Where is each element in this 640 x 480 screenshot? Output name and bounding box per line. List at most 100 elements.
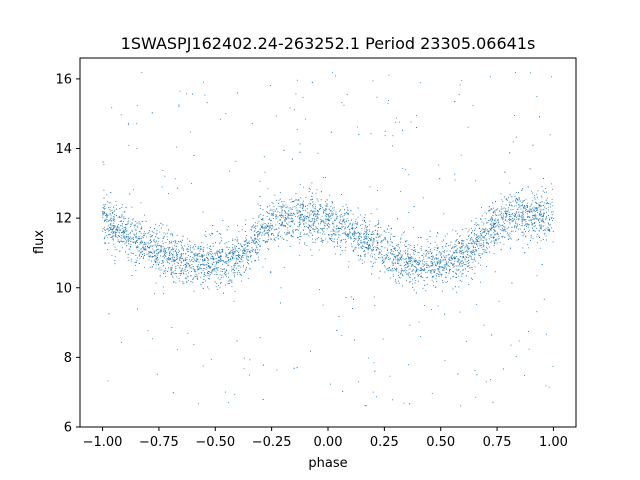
scatter-point	[107, 228, 109, 230]
scatter-point	[385, 238, 387, 240]
scatter-point	[356, 226, 358, 228]
scatter-point	[186, 270, 188, 272]
scatter-point	[184, 263, 186, 265]
scatter-point	[143, 253, 145, 255]
scatter-point	[207, 259, 209, 261]
scatter-point	[508, 197, 509, 199]
scatter-point	[299, 221, 301, 223]
scatter-point	[250, 249, 252, 251]
scatter-point	[331, 211, 333, 213]
scatter-point	[226, 270, 228, 272]
scatter-point	[167, 258, 169, 260]
scatter-point	[235, 246, 237, 248]
scatter-point	[176, 256, 178, 258]
scatter-point	[368, 246, 370, 248]
scatter-point	[226, 229, 228, 231]
scatter-point	[489, 251, 491, 253]
scatter-point	[204, 272, 205, 273]
scatter-point	[480, 229, 482, 231]
scatter-point	[400, 273, 402, 275]
scatter-point	[336, 217, 338, 219]
scatter-point	[377, 256, 379, 258]
scatter-point	[467, 266, 469, 267]
scatter-point	[335, 213, 337, 215]
scatter-point	[162, 262, 164, 264]
scatter-point	[379, 248, 381, 250]
scatter-point	[184, 245, 186, 247]
scatter-point	[384, 271, 386, 273]
scatter-point	[328, 234, 330, 236]
scatter-point	[512, 219, 514, 221]
scatter-point	[530, 222, 532, 224]
scatter-point	[323, 239, 325, 241]
scatter-point	[171, 232, 173, 234]
scatter-point	[253, 239, 255, 241]
scatter-point	[255, 260, 257, 262]
scatter-point	[141, 256, 142, 257]
scatter-point	[463, 256, 464, 258]
scatter-point	[384, 131, 386, 132]
scatter-point	[145, 249, 147, 251]
scatter-point	[408, 272, 410, 274]
scatter-point	[432, 257, 434, 259]
scatter-point	[278, 232, 280, 234]
scatter-point	[295, 229, 297, 231]
scatter-point	[501, 227, 503, 229]
scatter-point	[436, 265, 437, 267]
scatter-point	[244, 249, 246, 251]
scatter-point	[212, 259, 214, 261]
scatter-point	[504, 171, 506, 173]
scatter-point	[501, 236, 503, 238]
scatter-point	[108, 230, 110, 232]
scatter-point	[364, 242, 366, 244]
scatter-point	[210, 254, 212, 256]
scatter-point	[142, 237, 144, 238]
scatter-point	[539, 222, 541, 224]
scatter-point	[222, 248, 224, 250]
scatter-point	[149, 246, 151, 248]
scatter-point	[395, 250, 396, 252]
scatter-point	[337, 227, 339, 229]
scatter-point	[245, 250, 247, 252]
scatter-point	[501, 230, 503, 232]
scatter-point	[505, 212, 507, 214]
scatter-point	[474, 229, 475, 231]
scatter-point	[491, 208, 493, 210]
scatter-point	[222, 220, 224, 221]
scatter-point	[541, 264, 543, 265]
scatter-point	[164, 253, 166, 255]
scatter-point	[136, 242, 138, 244]
scatter-point	[262, 227, 264, 228]
scatter-point	[310, 221, 312, 223]
scatter-point	[456, 273, 458, 275]
scatter-point	[179, 258, 181, 260]
scatter-point	[405, 270, 407, 271]
scatter-point	[326, 203, 328, 205]
scatter-point	[531, 219, 533, 221]
scatter-point	[176, 254, 178, 256]
scatter-point	[324, 215, 326, 217]
scatter-point	[515, 220, 517, 222]
scatter-point	[377, 220, 379, 222]
scatter-point	[507, 208, 509, 210]
scatter-point	[167, 247, 169, 248]
scatter-point	[268, 236, 270, 238]
scatter-point	[432, 264, 433, 266]
scatter-point	[142, 249, 144, 251]
scatter-point	[481, 253, 483, 255]
scatter-point	[536, 236, 538, 238]
scatter-point	[379, 252, 381, 254]
scatter-point	[495, 234, 497, 236]
scatter-point	[111, 107, 113, 109]
scatter-point	[410, 257, 412, 259]
scatter-point	[150, 236, 152, 238]
scatter-point	[359, 244, 361, 246]
scatter-point	[208, 265, 210, 267]
scatter-point	[474, 223, 476, 225]
scatter-point	[192, 247, 194, 249]
scatter-point	[494, 212, 496, 214]
scatter-point	[441, 241, 443, 243]
scatter-point	[375, 396, 377, 398]
scatter-point	[540, 214, 542, 216]
scatter-point	[359, 238, 361, 240]
